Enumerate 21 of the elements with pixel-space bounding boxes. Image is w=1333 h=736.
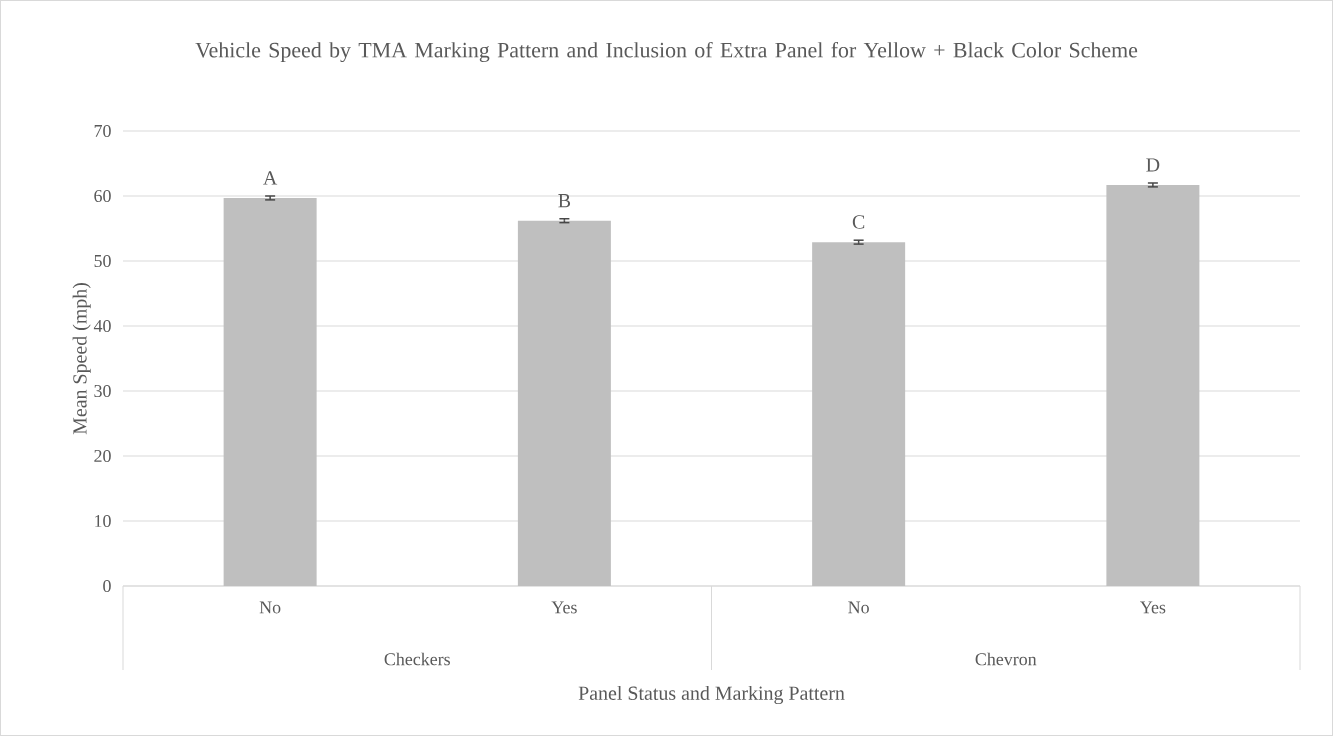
data-label: B: [558, 194, 571, 208]
y-tick-label: 60: [94, 189, 111, 203]
x-tick-label: No: [259, 601, 281, 614]
y-axis-title: Mean Speed (mph): [72, 282, 91, 435]
y-tick-label: 40: [93, 319, 111, 333]
y-tick-label: 20: [94, 449, 111, 463]
x-tick-label: Yes: [1140, 601, 1166, 614]
y-tick-label: 70: [94, 124, 111, 138]
y-tick-label: 10: [95, 514, 111, 528]
y-tick-label: 0: [103, 579, 111, 593]
y-tick-label: 50: [94, 254, 111, 268]
chart-title: Vehicle Speed by TMA Marking Pattern and Inclusion of Extra Panel for Yellow + Black Color Scheme: [195, 41, 1138, 63]
x-tick-label: Yes: [551, 601, 577, 614]
text: Checkers: [384, 652, 450, 666]
x-axis-title: Panel Status and Marking Pattern: [578, 685, 845, 705]
data-label: A: [263, 171, 278, 185]
x-tick-label: No: [848, 601, 869, 614]
data-label: C: [852, 215, 865, 229]
text: Chevron: [975, 652, 1037, 666]
data-label: D: [1146, 158, 1160, 172]
y-tick-label: 30: [94, 384, 111, 398]
